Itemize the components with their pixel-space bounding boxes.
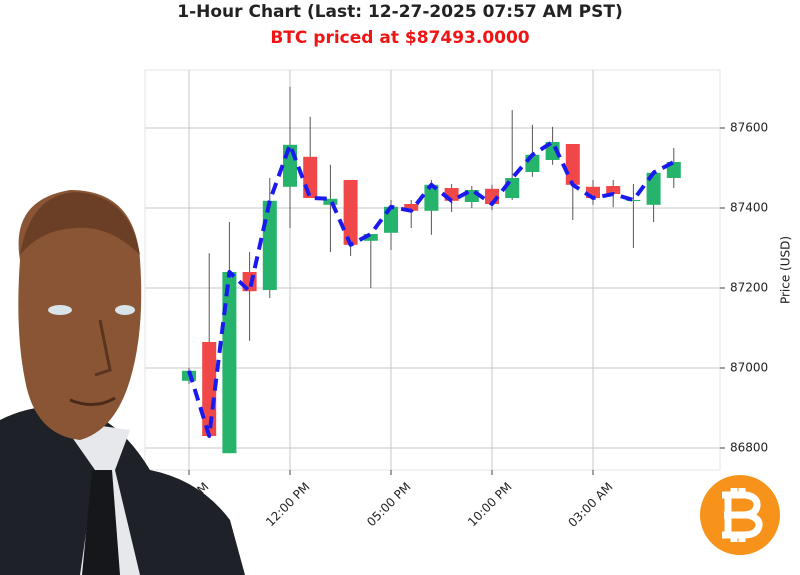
candle-body [363,234,378,241]
candle-body [424,184,439,211]
plot-frame [144,69,721,471]
candle-body [505,178,520,198]
y-tick-label: 86800 [730,441,768,455]
candle-body [222,272,237,454]
suit [0,406,245,575]
plot: 868008700087200874008760007:00 AM12:00 P… [145,70,768,530]
y-tick-label: 87000 [730,361,768,375]
head [18,190,142,440]
y-tick-label: 87400 [730,201,768,215]
candle-body [323,198,338,205]
candle-body [202,342,217,436]
candle-body [404,204,419,211]
tie [82,470,120,575]
candle-body [565,144,580,185]
candle-body [626,200,641,201]
y-axis-label: Price (USD) [779,236,793,304]
chart-title: 1-Hour Chart (Last: 12-27-2025 07:57 AM … [177,2,622,22]
candle-body [343,180,358,245]
x-tick-label: 10:00 PM [465,480,514,529]
head-top [20,192,140,255]
candle-body [303,156,318,198]
candle-body [283,144,297,187]
x-tick-label: 03:00 AM [565,480,615,530]
chart-subtitle: BTC priced at $87493.0000 [270,28,529,48]
x-tick-label: 05:00 PM [364,480,413,529]
person-illustration [0,190,245,575]
mouth [69,396,116,406]
eye [115,305,135,315]
y-tick-label: 87600 [730,121,768,135]
nose [94,319,112,377]
candle-body [262,200,277,290]
x-tick-label: 12:00 PM [263,480,312,529]
eye [48,305,72,315]
logo-b [722,488,763,542]
candle-body [606,186,621,194]
bitcoin-logo [700,475,780,555]
close-line [187,140,675,438]
candle-body [586,186,600,198]
y-tick-label: 87200 [730,281,768,295]
